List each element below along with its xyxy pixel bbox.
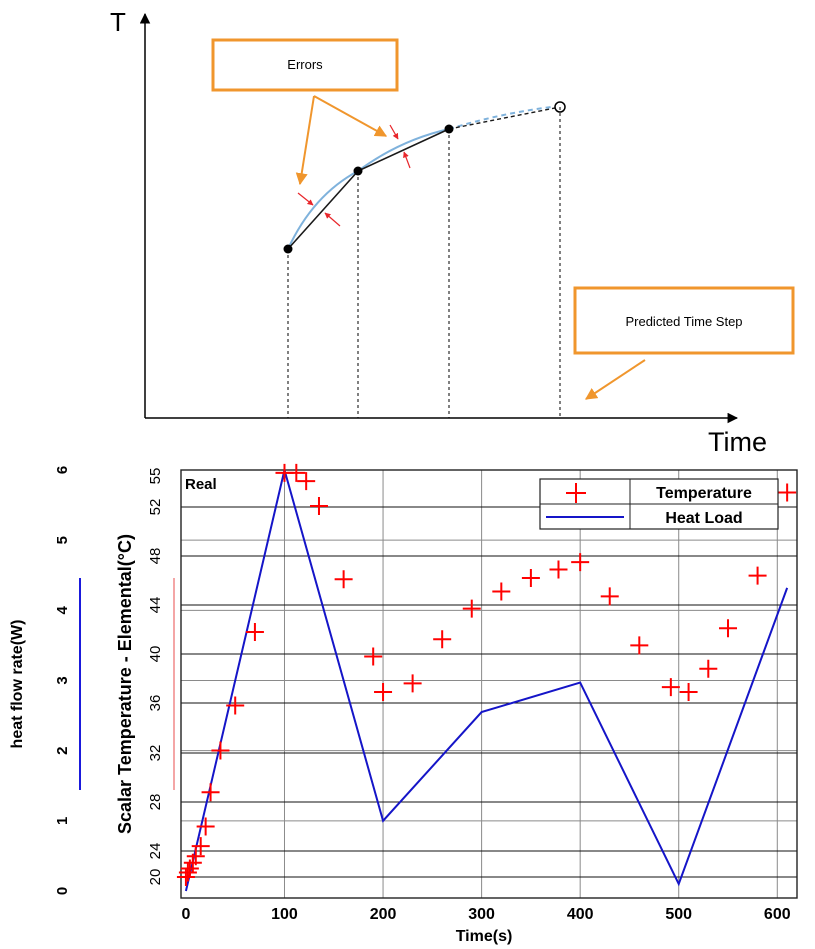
temperature-point [309, 496, 328, 515]
temperature-point [433, 630, 452, 649]
legend-heat-load-label: Heat Load [665, 510, 742, 527]
x-tick-label: 400 [567, 906, 594, 923]
temperature-point [196, 817, 215, 836]
left-axis-label: heat flow rate(W) [9, 620, 26, 749]
temperature-point [600, 587, 619, 606]
temperature-point [364, 647, 383, 666]
chart-series [176, 463, 797, 892]
errors-callout-box [211, 38, 399, 92]
approximate-solution-line [287, 128, 450, 250]
temperature-point [699, 659, 718, 678]
legend-temperature-label: Temperature [656, 485, 752, 502]
predicted-step-line [448, 106, 561, 130]
temperature-point [245, 622, 264, 641]
y-temp-tick-label: 32 [147, 745, 164, 762]
y-temp-tick-label: 48 [147, 548, 164, 565]
temperature-point [287, 463, 306, 482]
y-left-tick-label: 6 [54, 466, 71, 474]
temperature-point [462, 599, 481, 618]
temperature-point [661, 678, 680, 697]
y-temp-tick-label: 36 [147, 695, 164, 712]
errors-pointer [295, 95, 315, 186]
x-tick-label: 100 [271, 906, 298, 923]
temperature-point [191, 837, 210, 856]
error-markers [297, 124, 411, 227]
temperature-point [334, 570, 353, 589]
temperature-point [549, 560, 568, 579]
temperature-point [571, 553, 590, 572]
predicted-callout-box [573, 286, 795, 355]
diagram-y-axis-label: T [110, 7, 126, 37]
y-temp-tick-label: 44 [147, 597, 164, 614]
y-left-tick-label: 3 [54, 676, 71, 684]
temperature-point [630, 636, 649, 655]
temperature-point [521, 569, 540, 588]
predicted-callout-text: Predicted Time Step [625, 314, 742, 329]
x-axis-label: Time(s) [456, 928, 513, 945]
legend: Temperature Heat Load [539, 478, 779, 530]
temperature-point [719, 619, 738, 638]
temperature-point [226, 696, 245, 715]
x-tick-label: 200 [370, 906, 397, 923]
temperature-point [748, 566, 767, 585]
errors-callout-text: Errors [287, 57, 323, 72]
temperature-point [201, 783, 220, 802]
temperature-point [186, 847, 205, 866]
x-tick-label: 500 [665, 906, 692, 923]
temperature-point [178, 863, 197, 882]
y-temp-tick-label: 24 [147, 843, 164, 860]
temperature-point [176, 868, 195, 886]
chart-grid [181, 470, 797, 898]
chart-annotation-real: Real [185, 476, 217, 493]
y-temp-tick-label: 28 [147, 794, 164, 811]
y-left-tick-label: 1 [54, 817, 71, 825]
y-temp-tick-label: 52 [147, 499, 164, 516]
diagram-x-axis-label: Time [708, 427, 767, 457]
true-solution-curve [287, 128, 450, 250]
y-left-tick-label: 0 [54, 887, 71, 895]
temperature-point [492, 582, 511, 601]
plot-frame [180, 469, 798, 899]
y-left-tick-label: 2 [54, 746, 71, 754]
errors-pointer [313, 95, 388, 137]
time-step-diagram: T Time Errors Predicted Time [110, 7, 795, 457]
x-tick-label: 300 [468, 906, 495, 923]
temperature-point [297, 472, 316, 491]
extrapolated-curve [448, 105, 561, 130]
y-left-tick-label: 5 [54, 536, 71, 544]
temperature-point [403, 674, 422, 693]
y-temp-tick-label: 55 [147, 468, 164, 485]
x-tick-label: 0 [181, 906, 190, 923]
predicted-pointer [584, 359, 646, 400]
temperature-point [679, 682, 698, 701]
temperature-point [778, 483, 797, 502]
y-temp-tick-label: 40 [147, 646, 164, 663]
temperature-point [374, 682, 393, 701]
y-temp-tick-label: 20 [147, 869, 164, 886]
temperature-point [211, 741, 230, 760]
heat-chart: 0 100 200 300 400 500 600 0 1 2 3 4 5 6 20 24 28 32 36 40 44… [9, 463, 798, 945]
legend-temperature-marker [566, 483, 586, 503]
axis-ticks: 0 100 200 300 400 500 600 0 1 2 3 4 5 6 20 24 28 32 36 40 44… [54, 466, 791, 923]
right-axis-label: Scalar Temperature - Elemental(°C) [115, 534, 135, 834]
x-tick-label: 600 [764, 906, 791, 923]
y-left-tick-label: 4 [54, 605, 71, 614]
